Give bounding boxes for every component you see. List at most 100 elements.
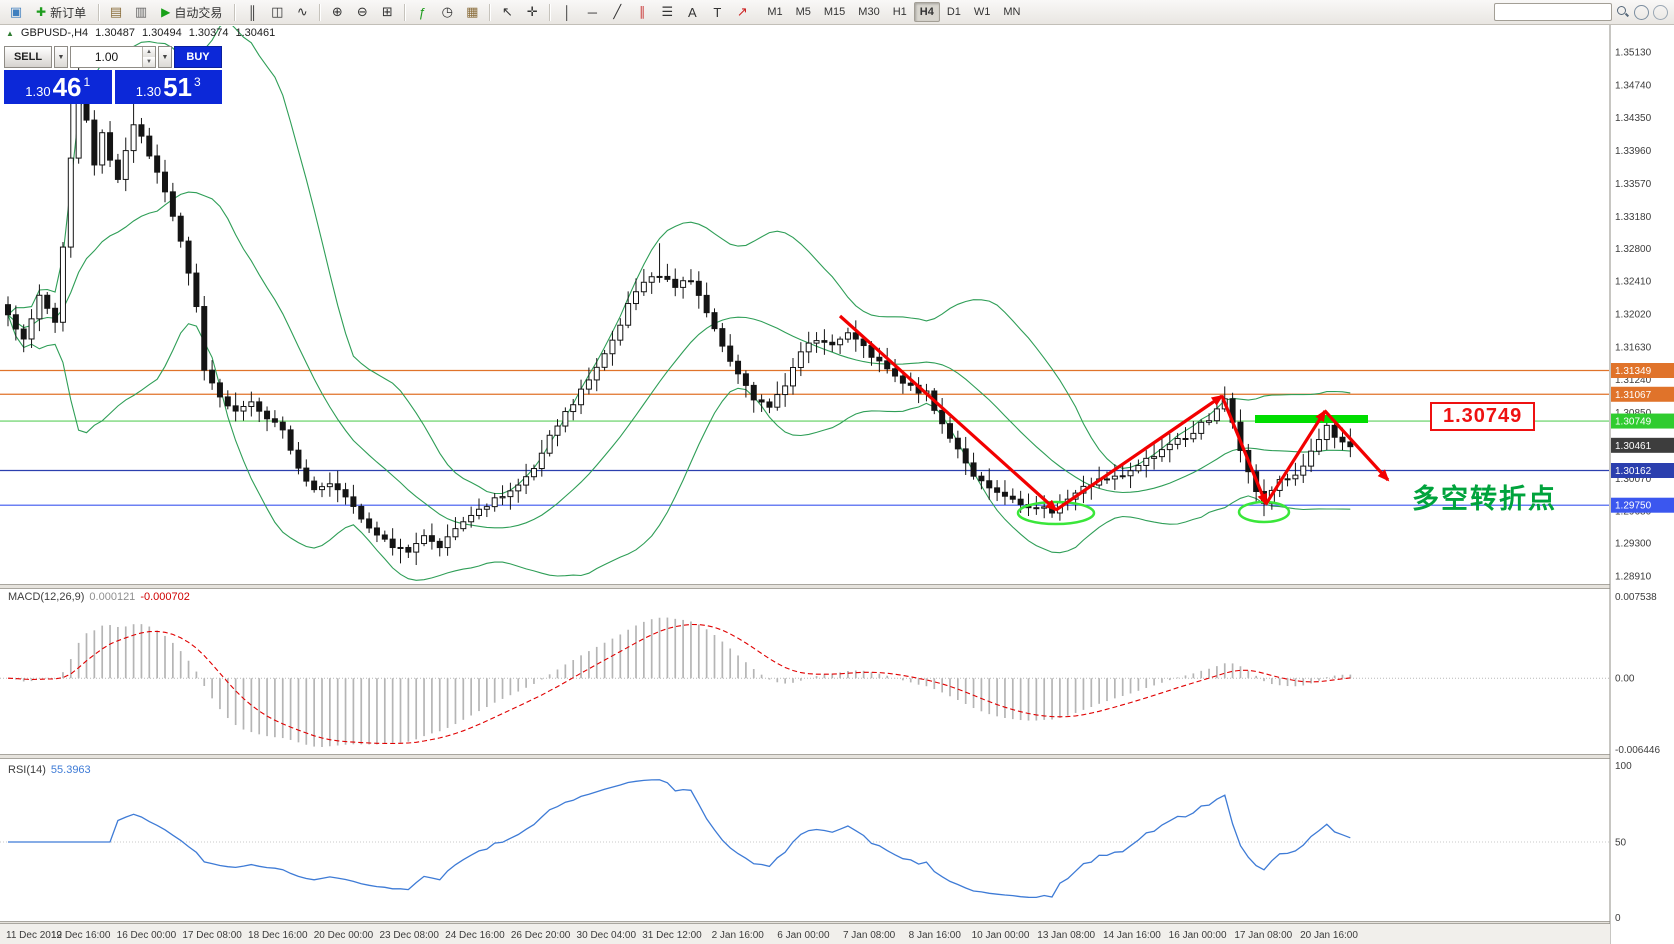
chart-window-icon[interactable]: ▤ — [104, 1, 128, 23]
svg-text:10 Jan 00:00: 10 Jan 00:00 — [972, 930, 1030, 941]
templates-icon[interactable]: ▦ — [460, 1, 484, 23]
new-order-icon: ✚ — [36, 5, 47, 19]
price-tag-1.30162 — [1611, 463, 1674, 479]
help-icon[interactable] — [1653, 4, 1668, 20]
bollinger-bands — [7, 26, 1351, 581]
price-axis[interactable] — [1610, 24, 1674, 944]
svg-text:1.32020: 1.32020 — [1615, 309, 1652, 320]
bar-chart-icon[interactable]: ║ — [240, 1, 264, 23]
sell-price-display[interactable]: 1.30 46 1 — [4, 70, 112, 104]
buy-price-display[interactable]: 1.30 51 3 — [114, 70, 222, 104]
toolbar-separator — [319, 3, 321, 21]
text-icon[interactable]: A — [680, 1, 704, 23]
buy-button[interactable]: BUY — [174, 46, 222, 68]
timeframe-w1[interactable]: W1 — [973, 6, 991, 18]
svg-text:1.29750: 1.29750 — [1615, 501, 1652, 512]
annotations — [838, 314, 1390, 526]
trend-arrow-1[interactable] — [838, 314, 1058, 512]
svg-text:20 Dec 00:00: 20 Dec 00:00 — [314, 930, 374, 941]
macd-signal-value: -0.000702 — [140, 591, 190, 603]
svg-text:24 Dec 16:00: 24 Dec 16:00 — [445, 930, 505, 941]
zoom-in-icon: ⊕ — [331, 4, 343, 19]
indicators-icon[interactable]: ƒ — [410, 1, 434, 23]
buy-options-dropdown[interactable]: ▼ — [158, 46, 172, 68]
chart-title: ▲ GBPUSD-,H4 1.30487 1.30494 1.30374 1.3… — [6, 27, 275, 39]
svg-text:6 Jan 00:00: 6 Jan 00:00 — [777, 930, 830, 941]
svg-text:17 Jan 08:00: 17 Jan 08:00 — [1234, 930, 1292, 941]
panel-separator[interactable] — [0, 921, 1674, 924]
tile-windows-icon[interactable]: ⊞ — [375, 1, 399, 23]
svg-text:26 Dec 20:00: 26 Dec 20:00 — [511, 930, 571, 941]
lot-size-field[interactable]: 1.00 ▲ ▼ — [70, 46, 156, 68]
svg-text:16 Jan 00:00: 16 Jan 00:00 — [1169, 930, 1227, 941]
periods-icon[interactable]: ◷ — [435, 1, 459, 23]
candlestick-chart-icon[interactable]: ◫ — [265, 1, 289, 23]
one-click-trading-panel: SELL ▼ 1.00 ▲ ▼ ▼ BUY 1.30 46 1 1.30 51 3 — [4, 46, 222, 104]
svg-text:1.29300: 1.29300 — [1615, 539, 1652, 550]
channel-icon[interactable]: ∥ — [630, 1, 654, 23]
chart-background[interactable] — [0, 24, 1674, 944]
cursor-icon[interactable]: ↖ — [495, 1, 519, 23]
channel-icon: ∥ — [639, 4, 646, 19]
svg-text:1.31067: 1.31067 — [1615, 390, 1652, 401]
zoom-out-icon[interactable]: ⊖ — [350, 1, 374, 23]
trend-arrow-4[interactable] — [1264, 409, 1327, 505]
lot-increase-button[interactable]: ▲ — [143, 47, 155, 57]
sell-button[interactable]: SELL — [4, 46, 52, 68]
svg-text:1.35130: 1.35130 — [1615, 48, 1652, 59]
svg-text:-0.006446: -0.006446 — [1615, 745, 1660, 756]
arrows-shapes-icon[interactable]: ↗ — [730, 1, 754, 23]
horizontal-line-icon[interactable]: ─ — [580, 1, 604, 23]
toolbar-separator — [98, 3, 100, 21]
timeframe-group: M1 M5 M15 M30 H1 H4 D1 W1 MN — [761, 2, 1026, 22]
panel-separator[interactable] — [0, 754, 1674, 759]
trend-arrow-5[interactable] — [1323, 409, 1390, 482]
vertical-line-icon[interactable]: │ — [555, 1, 579, 23]
svg-text:1.30749: 1.30749 — [1615, 417, 1652, 428]
crosshair-icon[interactable]: ✛ — [520, 1, 544, 23]
lot-size-value[interactable]: 1.00 — [94, 50, 119, 64]
resistance-highlight-bar[interactable] — [1255, 415, 1368, 423]
profiles-icon[interactable]: ▥ — [129, 1, 153, 23]
search-input[interactable] — [1494, 3, 1612, 21]
community-icon[interactable] — [1634, 4, 1649, 20]
svg-text:20 Jan 16:00: 20 Jan 16:00 — [1300, 930, 1358, 941]
macd-panel — [0, 617, 1609, 747]
svg-text:17 Dec 08:00: 17 Dec 08:00 — [182, 930, 242, 941]
time-axis[interactable] — [0, 924, 1610, 944]
autotrading-button[interactable]: ▶ 自动交易 — [154, 1, 229, 23]
macd-label: MACD(12,26,9) 0.000121 -0.000702 — [8, 591, 190, 603]
buy-price-fraction: 3 — [194, 75, 201, 89]
timeframe-d1[interactable]: D1 — [946, 6, 961, 18]
zoom-in-icon[interactable]: ⊕ — [325, 1, 349, 23]
panel-separator[interactable] — [0, 584, 1674, 589]
terminal-icon[interactable]: ▣ — [4, 1, 28, 23]
search-icon[interactable] — [1616, 5, 1630, 19]
new-order-button[interactable]: ✚ 新订单 — [29, 1, 93, 23]
svg-text:7 Jan 08:00: 7 Jan 08:00 — [843, 930, 896, 941]
svg-text:16 Dec 00:00: 16 Dec 00:00 — [117, 930, 177, 941]
timeframe-mn[interactable]: MN — [1003, 6, 1021, 18]
trend-arrow-2[interactable] — [1055, 394, 1224, 512]
line-chart-icon[interactable]: ∿ — [290, 1, 314, 23]
timeframe-m5[interactable]: M5 — [795, 6, 811, 18]
timeframe-m30[interactable]: M30 — [858, 6, 880, 18]
timeframe-m15[interactable]: M15 — [823, 6, 846, 18]
symbol-period: GBPUSD-,H4 — [20, 27, 89, 39]
timeframe-h4[interactable]: H4 — [913, 2, 940, 22]
price-close: 1.30461 — [235, 27, 276, 39]
lot-decrease-button[interactable]: ▼ — [143, 57, 155, 67]
toolbar-search — [1494, 3, 1670, 21]
fibonacci-icon[interactable]: ☰ — [655, 1, 679, 23]
timeframe-h1[interactable]: H1 — [892, 6, 907, 18]
terminal-icon: ▣ — [9, 4, 23, 19]
svg-text:12 Dec 16:00: 12 Dec 16:00 — [51, 930, 111, 941]
turning-point-note: 多空转折点 — [1412, 484, 1557, 514]
trendline-icon[interactable]: ╱ — [605, 1, 629, 23]
svg-text:1.32800: 1.32800 — [1615, 244, 1652, 255]
timeframe-m1[interactable]: M1 — [767, 6, 783, 18]
label-icon[interactable]: T — [705, 1, 729, 23]
sell-options-dropdown[interactable]: ▼ — [54, 46, 68, 68]
trend-arrow-3[interactable] — [1220, 395, 1268, 506]
